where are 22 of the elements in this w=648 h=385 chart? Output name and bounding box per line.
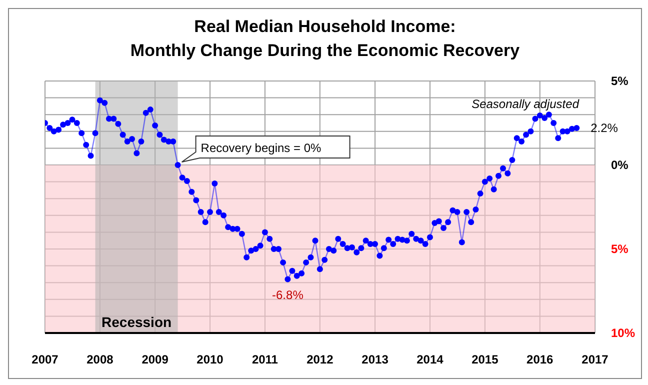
x-tick-label: 2016 xyxy=(526,352,554,367)
y-tick-label: 0% xyxy=(611,158,629,172)
x-tick-label: 2010 xyxy=(196,352,224,367)
x-tick-label: 2009 xyxy=(142,352,169,367)
callout-box: Recovery begins = 0% xyxy=(181,136,350,162)
x-tick-label: 2013 xyxy=(362,352,389,367)
x-tick-label: 2017 xyxy=(582,352,609,367)
y-tick-label: 5% xyxy=(611,242,629,256)
x-tick-label: 2011 xyxy=(252,352,278,367)
chart-title: Real Median Household Income: Monthly Change During the Economic Recovery xyxy=(129,16,521,62)
x-tick-label: 2007 xyxy=(32,352,59,367)
annotation: Seasonally adjusted xyxy=(472,97,579,111)
annotation: Recovery begins = 0% xyxy=(200,141,322,155)
x-tick-label: 2015 xyxy=(472,352,499,367)
x-tick-label: 2012 xyxy=(306,352,334,367)
x-tick-label: 2014 xyxy=(416,352,444,367)
x-tick-label: 2008 xyxy=(86,352,114,367)
band-label: Recession xyxy=(102,314,172,330)
annotation: -6.8% xyxy=(272,288,304,302)
y-tick-label: 10% xyxy=(611,326,636,340)
annotation: 2.2% xyxy=(590,121,618,136)
y-tick-label: 5% xyxy=(611,74,629,88)
